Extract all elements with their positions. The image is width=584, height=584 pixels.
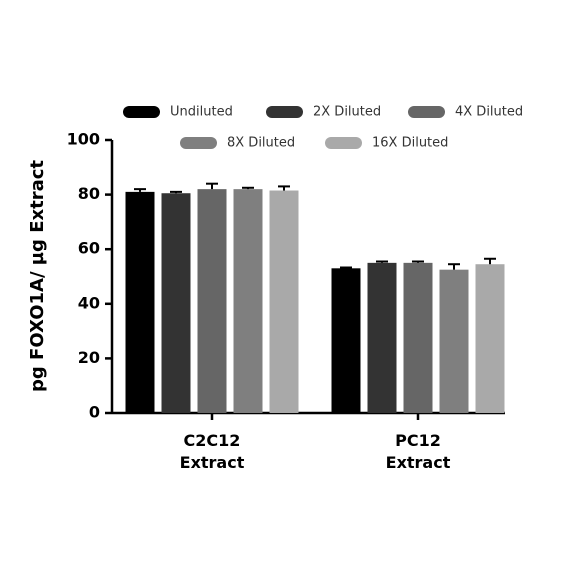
- y-axis-label: pg FOXO1A/ µg Extract: [27, 160, 48, 392]
- error-bar: [242, 186, 254, 190]
- y-tick-label: 0: [89, 403, 100, 422]
- legend-swatch: [325, 137, 362, 149]
- error-bar: [170, 190, 182, 194]
- bar: [331, 268, 361, 413]
- x-tick-label: PC12 Extract: [386, 431, 451, 472]
- bar: [367, 262, 397, 413]
- y-tick-label: 40: [78, 293, 100, 312]
- error-bar: [278, 185, 290, 191]
- bar: [197, 189, 227, 413]
- legend-label: 16X Diluted: [372, 136, 448, 151]
- error-bar: [134, 188, 146, 192]
- legend-swatch: [266, 106, 303, 118]
- y-tick-label: 20: [78, 348, 100, 367]
- bar: [475, 264, 505, 413]
- legend-label: 8X Diluted: [227, 136, 295, 151]
- legend-label: 2X Diluted: [313, 105, 381, 120]
- bar: [161, 193, 191, 413]
- error-bar: [412, 260, 424, 263]
- bar: [269, 190, 299, 413]
- bar: [439, 269, 469, 413]
- y-tick-label: 100: [67, 130, 100, 149]
- bar: [233, 189, 263, 413]
- legend-label: 4X Diluted: [455, 105, 523, 120]
- x-tick-label: C2C12 Extract: [180, 431, 245, 472]
- error-bar: [448, 263, 460, 270]
- error-bar: [340, 266, 352, 269]
- error-bar: [206, 182, 218, 190]
- y-tick-label: 60: [78, 239, 100, 258]
- error-bar: [376, 260, 388, 263]
- bar: [125, 191, 155, 413]
- legend-label: Undiluted: [170, 105, 233, 120]
- error-bar: [484, 257, 496, 265]
- legend-swatch: [408, 106, 445, 118]
- y-tick-label: 80: [78, 184, 100, 203]
- legend-swatch: [180, 137, 217, 149]
- bar: [403, 262, 433, 413]
- legend-swatch: [123, 106, 160, 118]
